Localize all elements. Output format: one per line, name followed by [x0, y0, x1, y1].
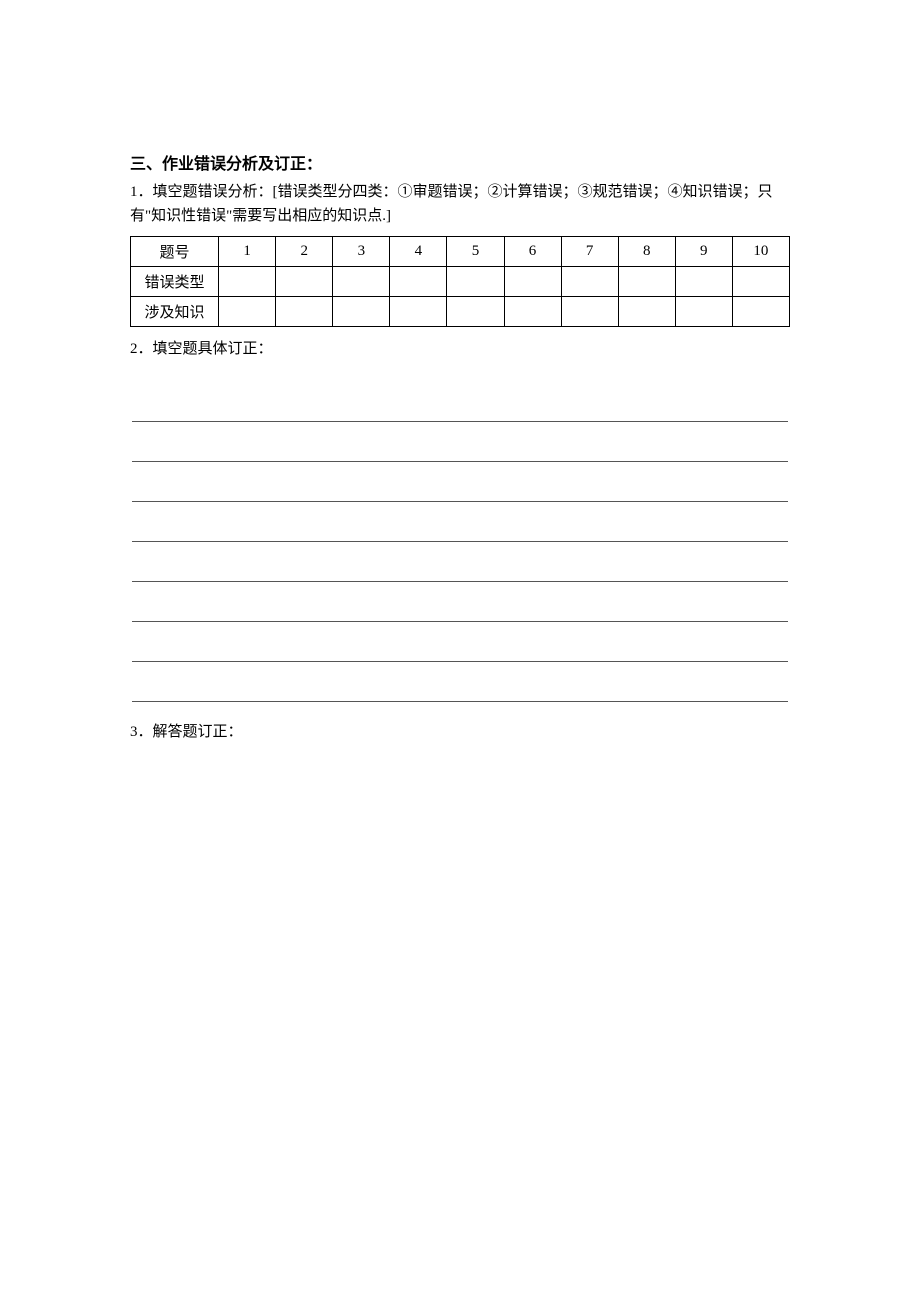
table-cell: [561, 297, 618, 327]
table-cell: [618, 297, 675, 327]
table-cell: [447, 297, 504, 327]
col-header: 4: [390, 237, 447, 267]
blank-line: [132, 422, 788, 462]
table-cell: [504, 267, 561, 297]
col-header: 1: [219, 237, 276, 267]
item3-heading: 3．解答题订正：: [130, 720, 790, 741]
col-header: 3: [333, 237, 390, 267]
row-header: 涉及知识: [131, 297, 219, 327]
instruction-text: 1．填空题错误分析：[错误类型分四类：①审题错误；②计算错误；③规范错误；④知识…: [130, 180, 790, 228]
col-header: 9: [675, 237, 732, 267]
item2-heading: 2．填空题具体订正：: [130, 337, 790, 358]
table-cell: [333, 267, 390, 297]
blank-line: [132, 582, 788, 622]
table-cell: [447, 267, 504, 297]
table-cell: [390, 267, 447, 297]
table-row: 题号 1 2 3 4 5 6 7 8 9 10: [131, 237, 790, 267]
row-header: 错误类型: [131, 267, 219, 297]
table-cell: [219, 297, 276, 327]
blank-lines-container: [130, 382, 790, 702]
table-cell: [333, 297, 390, 327]
table-cell: [618, 267, 675, 297]
table-cell: [504, 297, 561, 327]
table-cell: [675, 297, 732, 327]
blank-line: [132, 502, 788, 542]
table-cell: [390, 297, 447, 327]
table-cell: [561, 267, 618, 297]
col-header: 7: [561, 237, 618, 267]
col-header: 6: [504, 237, 561, 267]
blank-line: [132, 462, 788, 502]
table-cell: [219, 267, 276, 297]
col-header: 10: [732, 237, 789, 267]
section-title: 三、作业错误分析及订正：: [130, 150, 790, 174]
table-row: 错误类型: [131, 267, 790, 297]
blank-line: [132, 542, 788, 582]
blank-line: [132, 382, 788, 422]
item1-label: 1．填空题错误分析：: [130, 184, 273, 200]
error-analysis-table: 题号 1 2 3 4 5 6 7 8 9 10 错误类型 涉及知识: [130, 236, 790, 327]
table-cell: [732, 267, 789, 297]
col-header: 8: [618, 237, 675, 267]
table-cell: [732, 297, 789, 327]
table-row: 涉及知识: [131, 297, 790, 327]
table-cell: [276, 267, 333, 297]
table-cell: [276, 297, 333, 327]
blank-line: [132, 622, 788, 662]
row-header: 题号: [131, 237, 219, 267]
blank-line: [132, 662, 788, 702]
col-header: 5: [447, 237, 504, 267]
table-cell: [675, 267, 732, 297]
col-header: 2: [276, 237, 333, 267]
